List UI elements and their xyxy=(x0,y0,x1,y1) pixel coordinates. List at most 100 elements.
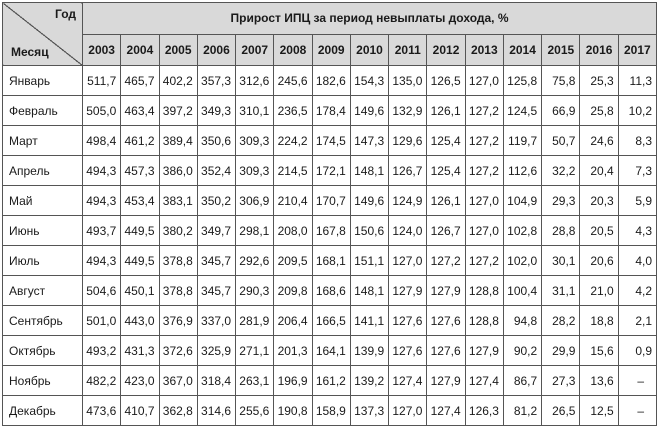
value-cell: 5,9 xyxy=(617,185,658,216)
value-cell: 10,2 xyxy=(617,95,658,126)
table-row: Ноябрь 482,2 423,0 367,0 318,4 263,1 196,9 161,… xyxy=(2,365,658,396)
value-cell: 127,0 xyxy=(464,215,504,246)
value-cell: 314,6 xyxy=(196,395,237,426)
value-cell: 214,5 xyxy=(273,155,313,186)
value-cell: 461,2 xyxy=(120,125,160,156)
year-header-cell: 2004 xyxy=(120,33,160,66)
value-cell: 151,1 xyxy=(349,245,390,276)
value-cell: 224,2 xyxy=(273,125,313,156)
value-cell: 357,3 xyxy=(196,65,237,96)
value-cell: – xyxy=(617,365,658,396)
value-cell: 482,2 xyxy=(81,365,122,396)
value-cell: 126,1 xyxy=(426,95,466,126)
value-cell: 154,3 xyxy=(349,65,390,96)
value-cell: 378,8 xyxy=(158,275,198,306)
value-cell: 127,0 xyxy=(388,245,428,276)
value-cell: 129,6 xyxy=(388,125,428,156)
value-cell: 32,2 xyxy=(541,155,581,186)
value-cell: 170,7 xyxy=(311,185,351,216)
year-header-cell: 2013 xyxy=(464,33,504,66)
table-row: Октябрь 493,2 431,3 372,6 325,9 271,1 201,3 164… xyxy=(2,335,658,366)
month-cell: Август xyxy=(2,275,83,306)
group-header: Прирост ИПЦ за период невыплаты дохода, … xyxy=(82,2,657,35)
value-cell: 126,5 xyxy=(426,65,466,96)
value-cell: 25,3 xyxy=(579,65,619,96)
year-header-cell: 2011 xyxy=(388,33,428,66)
value-cell: 236,5 xyxy=(273,95,313,126)
year-header-cell: 2017 xyxy=(617,33,658,66)
value-cell: 132,9 xyxy=(388,95,428,126)
value-cell: 210,4 xyxy=(273,185,313,216)
value-cell: 167,8 xyxy=(311,215,351,246)
corner-year-label: Год xyxy=(55,7,76,21)
value-cell: 25,8 xyxy=(579,95,619,126)
value-cell: 50,7 xyxy=(541,125,581,156)
value-cell: 27,3 xyxy=(541,365,581,396)
value-cell: 473,6 xyxy=(81,395,122,426)
value-cell: 263,1 xyxy=(235,365,275,396)
value-cell: 11,3 xyxy=(617,65,658,96)
value-cell: 126,7 xyxy=(426,215,466,246)
value-cell: 148,1 xyxy=(349,275,390,306)
value-cell: 18,8 xyxy=(579,305,619,336)
value-cell: 174,5 xyxy=(311,125,351,156)
month-cell: Июль xyxy=(2,245,83,276)
table-row: Август 504,6 450,1 378,8 345,7 290,3 209,8 168,… xyxy=(2,275,658,306)
value-cell: 209,5 xyxy=(273,245,313,276)
year-header-cell: 2015 xyxy=(541,33,581,66)
value-cell: 127,9 xyxy=(388,275,428,306)
value-cell: 127,4 xyxy=(464,365,504,396)
value-cell: 309,3 xyxy=(235,125,275,156)
value-cell: 465,7 xyxy=(120,65,160,96)
value-cell: 501,0 xyxy=(81,305,122,336)
value-cell: 20,3 xyxy=(579,185,619,216)
value-cell: 127,2 xyxy=(464,125,504,156)
value-cell: 28,2 xyxy=(541,305,581,336)
year-header-cell: 2009 xyxy=(311,33,351,66)
value-cell: 15,6 xyxy=(579,335,619,366)
value-cell: 149,6 xyxy=(349,95,390,126)
value-cell: 271,1 xyxy=(235,335,275,366)
table-row: Сентябрь 501,0 443,0 376,9 337,0 281,9 206,4 16… xyxy=(2,305,658,336)
value-cell: 127,9 xyxy=(426,365,466,396)
value-cell: 139,9 xyxy=(349,335,390,366)
value-cell: 367,0 xyxy=(158,365,198,396)
value-cell: 127,6 xyxy=(388,335,428,366)
table-row: Май 494,3 453,4 383,1 350,2 306,9 210,4 170,7 14… xyxy=(2,185,658,216)
value-cell: 104,9 xyxy=(502,185,543,216)
table-row: Апрель 494,3 457,3 386,0 352,4 309,3 214,5 172,… xyxy=(2,155,658,186)
value-cell: 149,6 xyxy=(349,185,390,216)
value-cell: 309,3 xyxy=(235,155,275,186)
value-cell: 125,4 xyxy=(426,125,466,156)
value-cell: 255,6 xyxy=(235,395,275,426)
value-cell: 349,7 xyxy=(196,215,237,246)
value-cell: 127,2 xyxy=(426,245,466,276)
value-cell: 457,3 xyxy=(120,155,160,186)
value-cell: 172,1 xyxy=(311,155,351,186)
year-header-cell: 2003 xyxy=(81,33,122,66)
value-cell: 94,8 xyxy=(502,305,543,336)
month-cell: Декабрь xyxy=(2,395,83,426)
year-header-cell: 2006 xyxy=(196,33,237,66)
value-cell: 90,2 xyxy=(502,335,543,366)
value-cell: 29,9 xyxy=(541,335,581,366)
value-cell: 124,9 xyxy=(388,185,428,216)
value-cell: 350,2 xyxy=(196,185,237,216)
value-cell: 505,0 xyxy=(81,95,122,126)
value-cell: 26,5 xyxy=(541,395,581,426)
value-cell: 127,4 xyxy=(388,365,428,396)
value-cell: 318,4 xyxy=(196,365,237,396)
value-cell: 362,8 xyxy=(158,395,198,426)
value-cell: 504,6 xyxy=(81,275,122,306)
value-cell: 127,6 xyxy=(388,305,428,336)
value-cell: 397,2 xyxy=(158,95,198,126)
value-cell: 372,6 xyxy=(158,335,198,366)
value-cell: 161,2 xyxy=(311,365,351,396)
value-cell: 8,3 xyxy=(617,125,658,156)
value-cell: 147,3 xyxy=(349,125,390,156)
month-cell: Март xyxy=(2,125,83,156)
value-cell: 148,1 xyxy=(349,155,390,186)
value-cell: 166,5 xyxy=(311,305,351,336)
value-cell: 178,4 xyxy=(311,95,351,126)
